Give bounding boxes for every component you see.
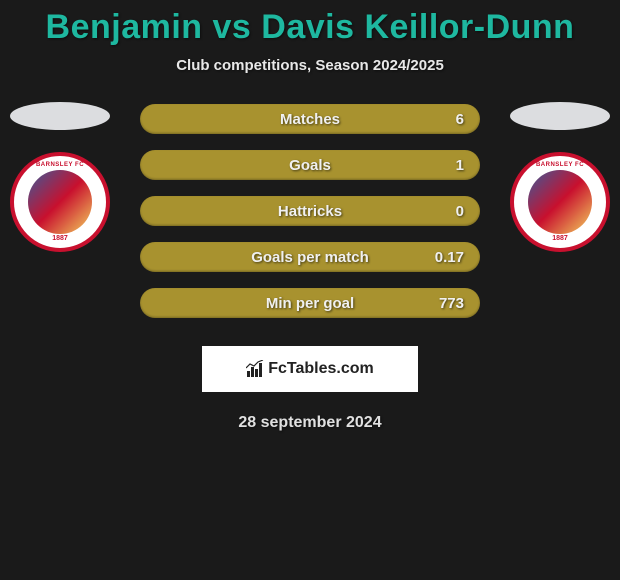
stat-label: Matches — [140, 111, 480, 128]
crest-circle: BARNSLEY FC 1887 — [10, 152, 110, 252]
stat-bars: Matches 6 Goals 1 Hattricks 0 Goals per … — [140, 104, 480, 318]
crest-circle: BARNSLEY FC 1887 — [510, 152, 610, 252]
stat-bar: Matches 6 — [140, 104, 480, 134]
crest-top-text: BARNSLEY FC — [14, 162, 106, 168]
stat-value: 0.17 — [435, 249, 464, 266]
crest-bottom-text: 1887 — [514, 235, 606, 242]
stat-value: 0 — [456, 203, 464, 220]
stat-label: Goals per match — [140, 249, 480, 266]
page-title: Benjamin vs Davis Keillor-Dunn — [0, 0, 620, 47]
crest-inner-icon — [28, 170, 92, 234]
stat-bar: Min per goal 773 — [140, 288, 480, 318]
chart-icon — [246, 360, 264, 378]
stat-bar: Goals 1 — [140, 150, 480, 180]
stat-value: 773 — [439, 295, 464, 312]
player-shadow-left — [10, 102, 110, 130]
stat-label: Hattricks — [140, 203, 480, 220]
footer-date: 28 september 2024 — [10, 414, 610, 432]
brand-box[interactable]: FcTables.com — [202, 346, 418, 392]
subtitle: Club competitions, Season 2024/2025 — [0, 57, 620, 74]
stat-bar: Goals per match 0.17 — [140, 242, 480, 272]
stat-value: 6 — [456, 111, 464, 128]
stat-label: Min per goal — [140, 295, 480, 312]
brand-text: FcTables.com — [268, 360, 374, 378]
crest-bottom-text: 1887 — [14, 235, 106, 242]
stat-bar: Hattricks 0 — [140, 196, 480, 226]
comparison-card: Benjamin vs Davis Keillor-Dunn Club comp… — [0, 0, 620, 432]
club-crest-left: BARNSLEY FC 1887 — [10, 152, 110, 252]
main-area: BARNSLEY FC 1887 BARNSLEY FC 1887 Matche… — [0, 104, 620, 432]
stat-label: Goals — [140, 157, 480, 174]
player-shadow-right — [510, 102, 610, 130]
crest-top-text: BARNSLEY FC — [514, 162, 606, 168]
stat-value: 1 — [456, 157, 464, 174]
club-crest-right: BARNSLEY FC 1887 — [510, 152, 610, 252]
crest-inner-icon — [528, 170, 592, 234]
